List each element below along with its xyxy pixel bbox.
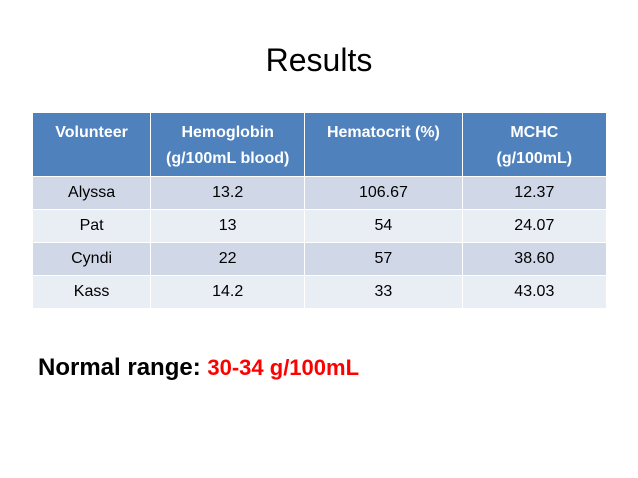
cell-hematocrit: 33 xyxy=(304,275,463,309)
cell-volunteer: Cyndi xyxy=(31,242,152,276)
cell-hemoglobin: 14.2 xyxy=(150,275,306,309)
cell-mchc: 12.37 xyxy=(461,176,608,210)
cell-hemoglobin: 13.2 xyxy=(150,176,306,210)
normal-range-label: Normal range: xyxy=(38,354,201,381)
header-volunteer: Volunteer xyxy=(31,112,152,177)
slide-title: Results xyxy=(265,42,373,78)
cell-volunteer: Pat xyxy=(31,209,152,243)
cell-hemoglobin: 13 xyxy=(150,209,306,243)
cell-mchc: 24.07 xyxy=(461,209,608,243)
cell-hematocrit: 106.67 xyxy=(304,176,463,210)
cell-volunteer: Alyssa xyxy=(31,176,152,210)
table-row: Kass 14.2 33 43.03 xyxy=(31,275,608,309)
cell-mchc: 38.60 xyxy=(461,242,608,276)
normal-range-value: 30-34 g/100mL xyxy=(207,355,360,380)
cell-volunteer: Kass xyxy=(31,275,152,309)
cell-hematocrit: 54 xyxy=(304,209,463,243)
cell-hemoglobin: 22 xyxy=(150,242,306,276)
header-hematocrit: Hematocrit (%) xyxy=(304,112,463,177)
table-row: Pat 13 54 24.07 xyxy=(31,209,608,243)
table-header-row: Volunteer Hemoglobin (g/100mL blood) Hem… xyxy=(31,112,608,177)
cell-hematocrit: 57 xyxy=(304,242,463,276)
normal-range-note: Normal range: 30-34 g/100mL xyxy=(38,352,359,384)
header-mchc: MCHC (g/100mL) xyxy=(461,112,608,177)
table-row: Cyndi 22 57 38.60 xyxy=(31,242,608,276)
cell-mchc: 43.03 xyxy=(461,275,608,309)
header-hemoglobin: Hemoglobin (g/100mL blood) xyxy=(150,112,306,177)
results-table: Volunteer Hemoglobin (g/100mL blood) Hem… xyxy=(31,112,608,309)
table-row: Alyssa 13.2 106.67 12.37 xyxy=(31,176,608,210)
